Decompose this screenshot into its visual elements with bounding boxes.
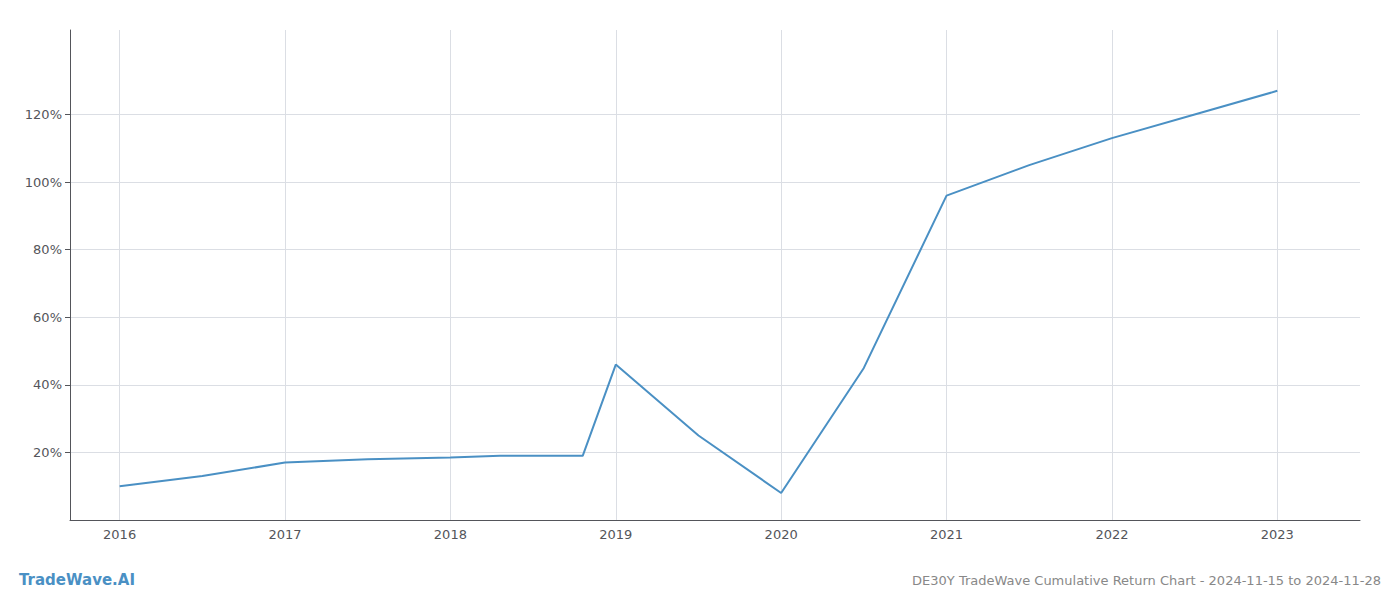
svg-text:2019: 2019 [599,527,632,542]
svg-text:100%: 100% [25,175,62,190]
svg-text:20%: 20% [33,445,62,460]
svg-text:DE30Y TradeWave Cumulative Ret: DE30Y TradeWave Cumulative Return Chart … [912,573,1381,588]
svg-text:120%: 120% [25,107,62,122]
svg-text:2018: 2018 [434,527,467,542]
svg-text:2023: 2023 [1261,527,1294,542]
svg-text:2020: 2020 [765,527,798,542]
svg-text:80%: 80% [33,242,62,257]
svg-text:2016: 2016 [103,527,136,542]
svg-text:60%: 60% [33,310,62,325]
svg-text:2017: 2017 [268,527,301,542]
svg-text:40%: 40% [33,377,62,392]
svg-text:2022: 2022 [1095,527,1128,542]
svg-text:2021: 2021 [930,527,963,542]
svg-text:TradeWave.AI: TradeWave.AI [19,571,135,589]
